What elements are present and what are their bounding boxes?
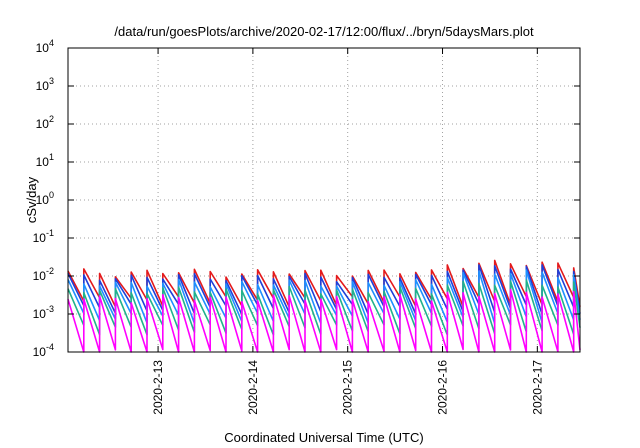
series-line <box>67 264 581 316</box>
series-line <box>67 269 581 325</box>
x-tick-labels: 2020-2-13 2020-2-14 2020-2-15 2020-2-16 2020… <box>151 360 544 415</box>
y-tick-label: 102 <box>36 114 54 131</box>
y-tick-label: 103 <box>36 76 54 93</box>
x-tick-label: 2020-2-14 <box>246 360 260 415</box>
y-tick-labels: 10-4 10-3 10-2 10-1 100 101 102 103 104 <box>33 38 54 359</box>
ticks <box>68 47 580 353</box>
series-line <box>67 288 581 353</box>
x-tick-label: 2020-2-16 <box>436 360 450 415</box>
x-tick-label: 2020-2-15 <box>341 360 355 415</box>
y-tick-label: 10-1 <box>33 228 54 245</box>
y-axis-label: cSv/day <box>24 176 39 223</box>
y-tick-label: 100 <box>36 190 54 207</box>
x-axis-label: Coordinated Universal Time (UTC) <box>224 430 423 445</box>
y-tick-label: 10-2 <box>33 266 54 283</box>
y-tick-label: 10-4 <box>33 342 54 359</box>
y-tick-label: 104 <box>36 38 54 55</box>
x-tick-label: 2020-2-17 <box>530 360 544 415</box>
y-tick-label: 10-3 <box>33 304 54 321</box>
series-line <box>67 279 581 336</box>
series-group <box>67 259 581 353</box>
series-line <box>67 259 581 308</box>
y-tick-label: 101 <box>36 152 54 169</box>
chart-title: /data/run/goesPlots/archive/2020-02-17/1… <box>114 24 534 39</box>
x-tick-label: 2020-2-13 <box>151 360 165 415</box>
